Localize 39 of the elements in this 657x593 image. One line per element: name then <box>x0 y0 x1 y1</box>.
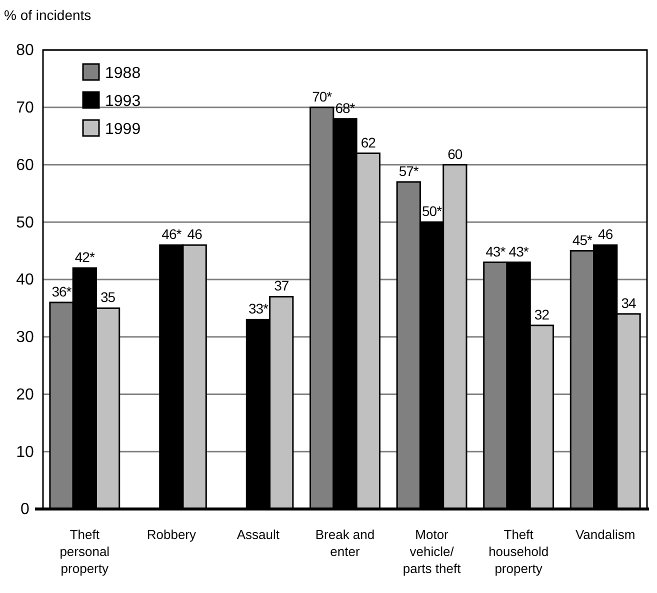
y-tick-label: 70 <box>16 99 34 116</box>
data-label: 46 <box>187 226 203 242</box>
data-label: 46* <box>162 226 182 242</box>
x-tick-label: Robbery <box>146 527 197 542</box>
y-tick-label: 0 <box>20 501 30 518</box>
legend-label: 1993 <box>105 93 141 110</box>
data-label: 42* <box>74 249 96 266</box>
x-tick-label: Vandalism <box>575 527 636 542</box>
y-axis-title: % of incidents <box>4 7 92 23</box>
data-label: 36* <box>52 283 72 300</box>
data-label: 62 <box>360 134 376 150</box>
y-tick-label: 40 <box>16 272 34 289</box>
data-label: 60 <box>448 146 463 162</box>
y-tick-label: 30 <box>16 328 34 346</box>
legend-label: 1988 <box>105 65 141 82</box>
data-label: 32 <box>534 306 550 322</box>
data-label: 70* <box>312 88 333 104</box>
data-label: 33* <box>248 300 270 317</box>
legend-label: 1999 <box>105 121 141 138</box>
data-label: 50* <box>422 203 443 220</box>
data-label: 57* <box>398 162 420 179</box>
x-tick-label: Motor vehicle/ parts theft <box>402 527 462 576</box>
data-label: 45* <box>572 232 594 248</box>
data-label: 34 <box>621 294 636 311</box>
data-label: 43* <box>508 243 530 260</box>
y-tick-label: 50 <box>16 214 34 232</box>
x-tick-label: Assault <box>236 527 280 542</box>
y-tick-label: 20 <box>16 386 34 404</box>
data-label: 43* <box>486 243 506 260</box>
y-tick-label: 80 <box>16 42 34 60</box>
x-tick-label: Theft household property <box>488 527 549 576</box>
data-label: 46 <box>598 226 614 242</box>
x-tick-label: Break and enter <box>315 527 375 559</box>
y-tick-label: 10 <box>16 444 34 461</box>
data-label: 37 <box>274 278 290 294</box>
x-tick-label: Theft personal property <box>60 527 110 576</box>
data-label: 35 <box>100 289 116 306</box>
y-tick-label: 60 <box>16 156 34 174</box>
data-label: 68* <box>335 100 356 116</box>
